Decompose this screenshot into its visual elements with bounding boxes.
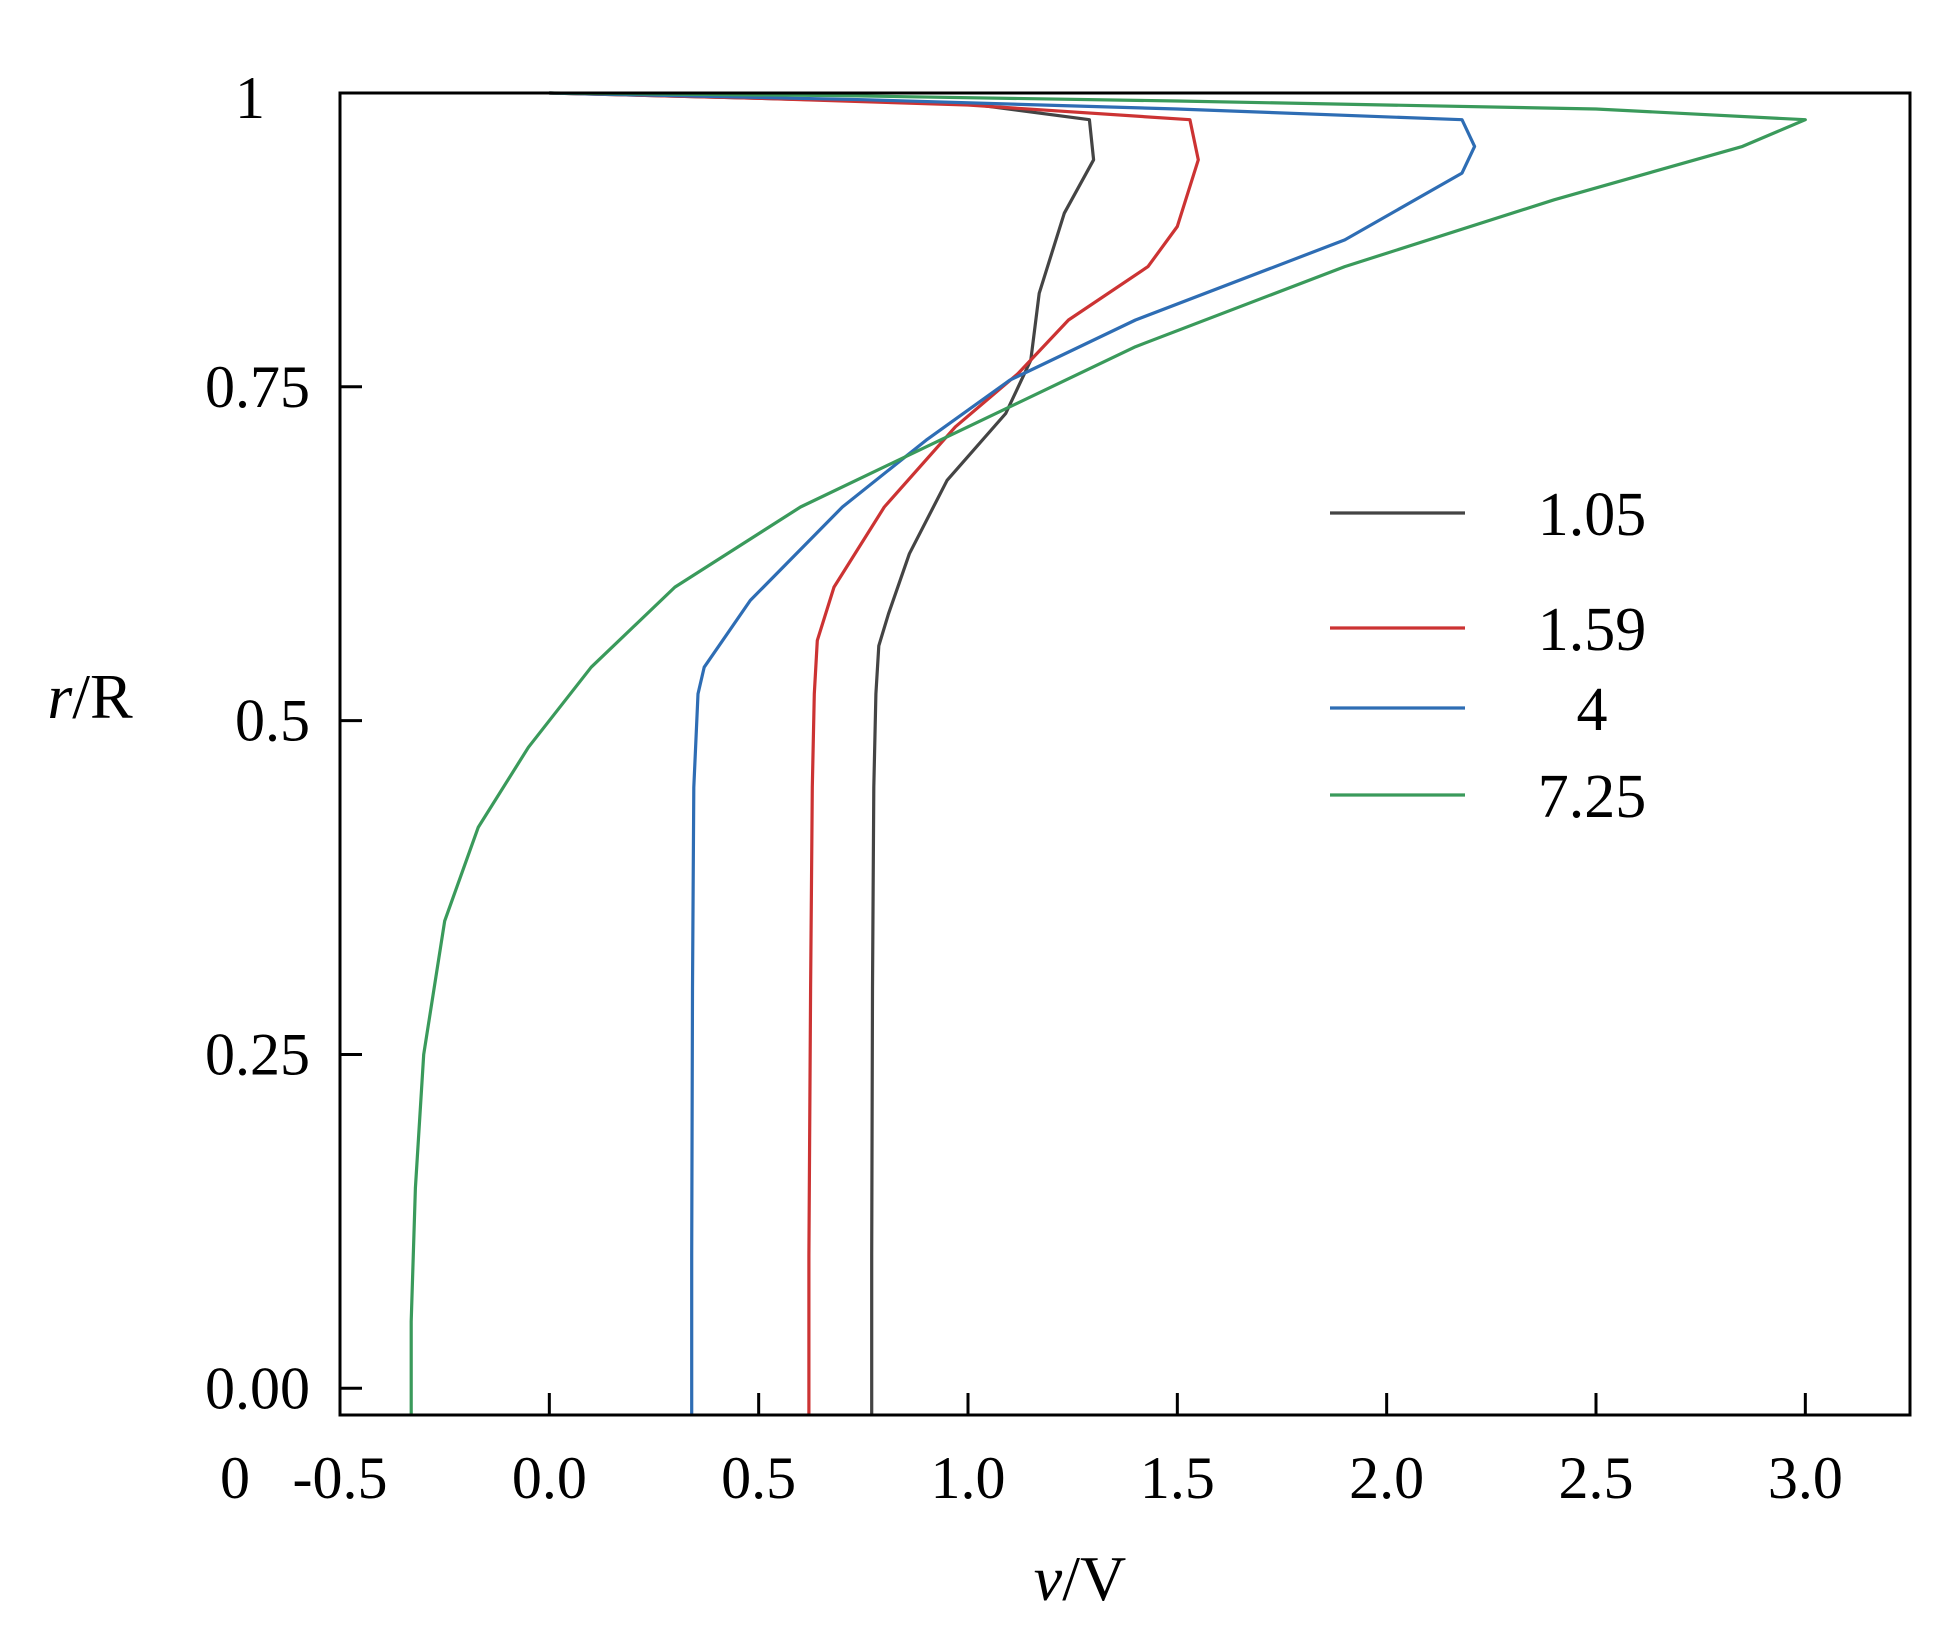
x-tick-label: 3.0 [1768,1445,1843,1511]
series-line-1-59 [549,91,1200,1415]
legend-label-1-05: 1.05 [1538,481,1647,549]
x-origin-label: 0 [220,1445,250,1511]
x-axis-title: v/V [1034,1543,1126,1614]
x-tick-label: -0.5 [293,1445,388,1511]
x-axis-title-rest: /V [1062,1543,1126,1614]
x-tick-label: 1.5 [1140,1445,1215,1511]
x-tick-label: 2.0 [1349,1445,1424,1511]
x-tick-label: 1.0 [931,1445,1006,1511]
x-tick-label: 0.5 [721,1445,796,1511]
x-tick-label: 0.0 [512,1445,587,1511]
y-axis: 0.00 0.25 0.5 0.75 [205,354,362,1421]
x-axis: -0.5 0.0 0.5 1.0 1.5 2.0 2.5 3.0 [293,1393,1843,1511]
legend-label-4: 4 [1577,676,1608,744]
y-tick-label: 0.25 [205,1021,310,1087]
series-line-1-05 [549,91,1096,1415]
legend-label-7-25: 7.25 [1538,763,1647,831]
legend: 1.05 1.59 4 7.25 [1330,481,1646,831]
x-tick-label: 2.5 [1559,1445,1634,1511]
y-tick-label: 0.00 [205,1355,310,1421]
y-tick-label: 0.75 [205,354,310,420]
y-axis-title-rest: /R [72,661,133,732]
y-axis-title: r/R [47,661,133,732]
x-axis-title-var: v [1034,1543,1063,1614]
y-axis-title-var: r [47,661,73,732]
series-line-7-25 [409,91,1807,1415]
legend-label-1-59: 1.59 [1538,596,1647,664]
series-line-4 [549,91,1477,1415]
y-tick-label: 0.5 [235,688,310,754]
y-top-label: 1 [235,65,265,131]
series-layer [409,91,1807,1415]
plot-frame [338,91,1912,1417]
